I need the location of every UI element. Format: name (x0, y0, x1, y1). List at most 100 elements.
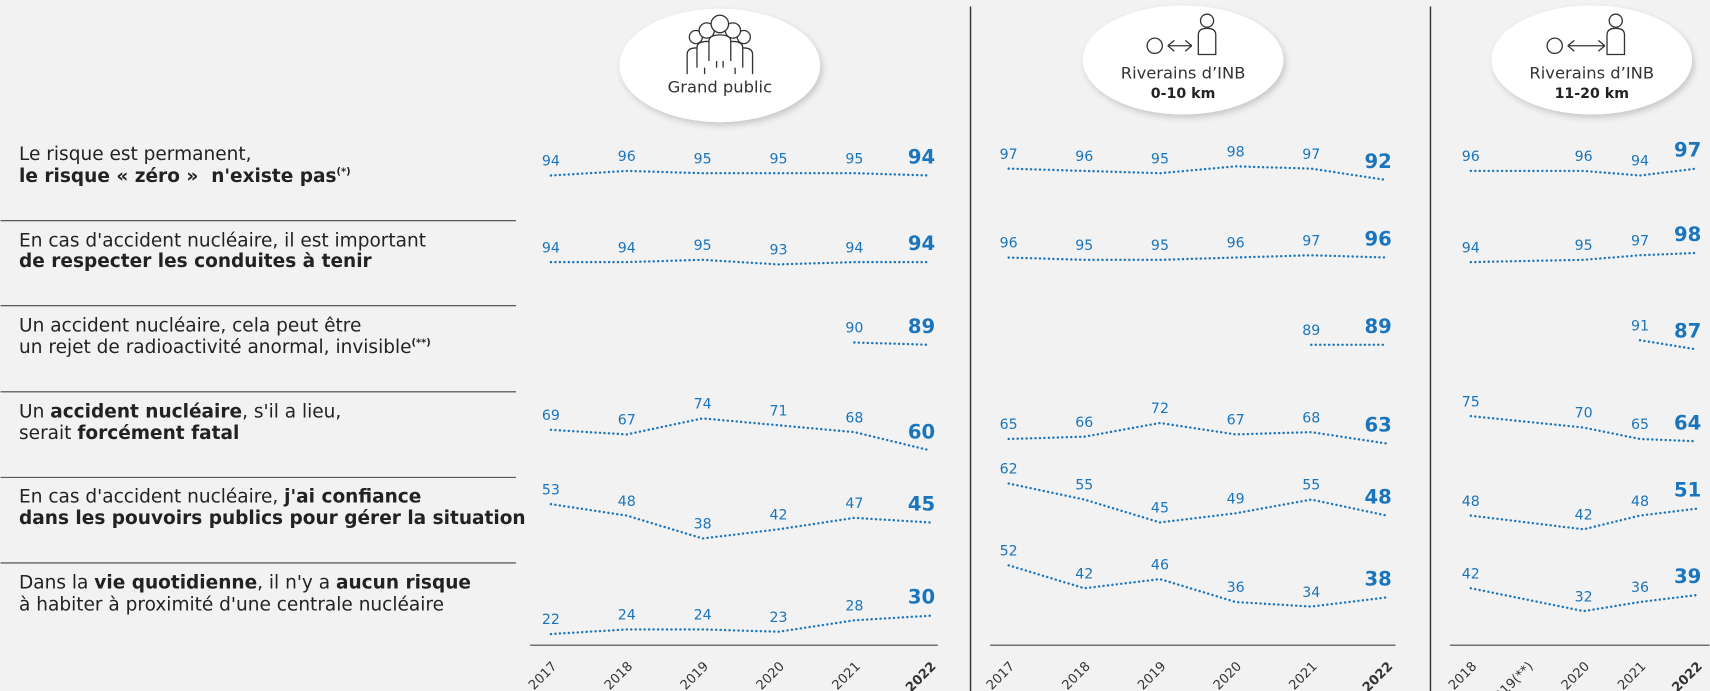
value-label: 52 (1000, 544, 1018, 560)
label-segment: le risque « zéro » n'existe pas (19, 166, 337, 187)
value-label: 48 (1365, 486, 1392, 509)
value-label: 95 (769, 151, 787, 167)
label-segment: aucun risque (336, 573, 471, 594)
label-segment: dans les pouvoirs publics pour gérer la … (19, 508, 526, 529)
label-segment: Le risque est permanent, (19, 144, 251, 165)
series-line (1469, 167, 1698, 177)
row-label: En cas d'accident nucléaire, il est impo… (19, 230, 426, 251)
row-label: Un accident nucléaire, cela peut être (19, 315, 361, 336)
series-line (853, 341, 932, 346)
icon (1167, 39, 1193, 52)
value-label: 96 (1462, 149, 1480, 165)
label-segment: de respecter les conduites à tenir (19, 251, 373, 272)
panel-subtitle: 11-20 km (1555, 86, 1629, 102)
value-label: 22 (542, 612, 560, 628)
series-line (1007, 564, 1389, 608)
value-label: 95 (1151, 238, 1169, 254)
panel-title: Riverains d’INB (1529, 63, 1654, 82)
panel-title: Riverains d’INB (1121, 63, 1246, 82)
value-label: 47 (845, 496, 863, 512)
value-label: 42 (1462, 566, 1480, 582)
series-line (1469, 414, 1698, 443)
value-label: 67 (618, 413, 636, 429)
value-label: 97 (1631, 233, 1649, 249)
value-label: 36 (1227, 580, 1245, 596)
value-label: 62 (1000, 462, 1018, 478)
value-label: 55 (1075, 478, 1093, 494)
icon (1146, 37, 1164, 55)
series-line (549, 258, 932, 266)
value-label: 98 (1674, 223, 1701, 246)
row-label: Le risque est permanent, (19, 144, 251, 165)
value-label: 48 (1631, 494, 1649, 510)
label-segment: serait (19, 423, 77, 444)
value-label: 42 (1575, 508, 1593, 524)
value-label: 24 (618, 608, 636, 624)
header-bubble (1491, 5, 1693, 115)
label-segment: forcément fatal (77, 423, 239, 444)
value-label: 24 (694, 608, 712, 624)
icon (1546, 37, 1564, 55)
icon (708, 34, 732, 62)
value-label: 89 (908, 315, 935, 338)
value-label: 68 (845, 410, 863, 426)
value-label: 36 (1631, 580, 1649, 596)
value-label: 48 (618, 494, 636, 510)
row-label: le risque « zéro » n'existe pas(*) (19, 166, 351, 187)
value-label: 38 (694, 517, 712, 533)
row-label: à habiter à proximité d'une centrale nuc… (19, 594, 444, 615)
label-segment: Dans la (19, 573, 94, 594)
value-label: 42 (769, 508, 787, 524)
value-label: 38 (1365, 567, 1392, 590)
value-label: 74 (694, 397, 712, 413)
value-label: 30 (908, 586, 935, 609)
value-label: 95 (1575, 238, 1593, 254)
icon (1199, 13, 1215, 28)
value-label: 69 (542, 408, 560, 424)
value-label: 51 (1674, 479, 1701, 502)
value-label: 45 (1151, 501, 1169, 517)
value-label: 23 (769, 610, 787, 626)
series-line (1007, 165, 1389, 182)
series-line (1007, 421, 1389, 445)
value-label: 94 (618, 240, 636, 256)
value-label: 63 (1365, 414, 1392, 437)
value-label: 94 (542, 154, 560, 170)
value-label: 94 (1631, 154, 1649, 170)
value-label: 55 (1302, 478, 1320, 494)
value-label: 34 (1302, 585, 1320, 601)
value-label: 49 (1227, 491, 1245, 507)
label-segment: En cas d'accident nucléaire, il est impo… (19, 230, 426, 251)
row-label: serait forcément fatal (19, 423, 239, 444)
value-label: 97 (1302, 147, 1320, 163)
value-label: 39 (1674, 565, 1701, 588)
value-label: 94 (1462, 240, 1480, 256)
label-segment: (*) (337, 166, 351, 177)
value-label: 95 (1151, 151, 1169, 167)
value-label: 48 (1462, 494, 1480, 510)
value-label: 97 (1000, 147, 1018, 163)
value-label: 95 (845, 151, 863, 167)
label-segment: accident nucléaire (50, 401, 242, 422)
value-label: 87 (1674, 319, 1701, 342)
row-label: dans les pouvoirs publics pour gérer la … (19, 508, 526, 529)
value-label: 45 (908, 492, 935, 515)
label-segment: à habiter à proximité d'une centrale nuc… (19, 594, 444, 615)
label-segment: , s'il a lieu, (242, 401, 341, 422)
value-label: 95 (694, 151, 712, 167)
panel-header: Riverains d’INB 11-20 km (1491, 5, 1693, 115)
row-label: Un accident nucléaire, s'il a lieu, (19, 401, 341, 422)
value-label: 89 (1302, 323, 1320, 339)
series-line (1469, 251, 1698, 264)
label-segment: un rejet de radioactivité anormal, invis… (19, 337, 411, 358)
series-line (1469, 507, 1698, 531)
series-line (549, 417, 932, 452)
icon (1608, 13, 1623, 28)
value-label: 96 (1227, 236, 1245, 252)
icon (1197, 27, 1217, 56)
value-label: 96 (1000, 236, 1018, 252)
value-label: 92 (1365, 150, 1392, 173)
value-label: 94 (845, 240, 863, 256)
